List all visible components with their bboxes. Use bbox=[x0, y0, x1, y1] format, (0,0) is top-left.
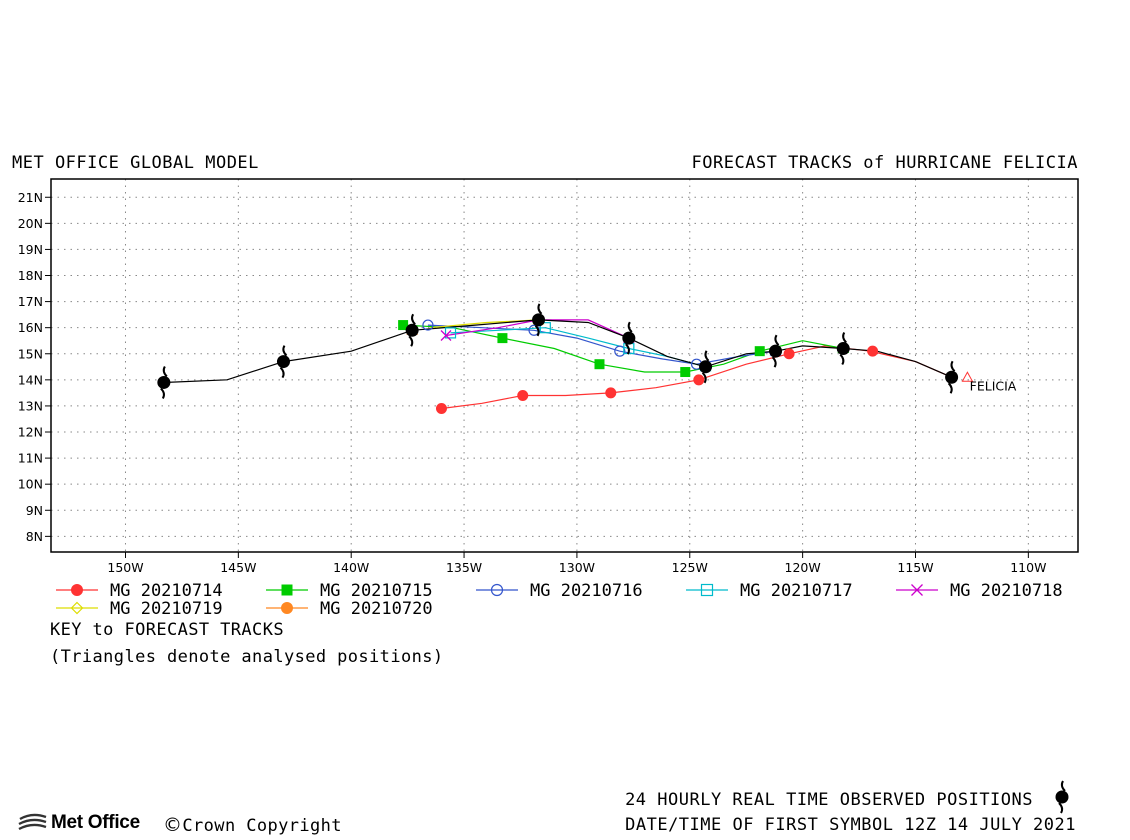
x-tick-label: 150W bbox=[107, 560, 143, 575]
analysed-position-triangle bbox=[961, 371, 974, 382]
copyright-symbol: © bbox=[163, 814, 183, 836]
first-symbol-datetime: DATE/TIME OF FIRST SYMBOL 12Z 14 JULY 20… bbox=[625, 815, 1076, 835]
legend-label: MG 20210714 bbox=[110, 581, 223, 601]
forecast-track-line bbox=[427, 324, 776, 365]
met-office-swoosh-icon bbox=[18, 813, 47, 831]
legend-label: MG 20210716 bbox=[530, 581, 643, 601]
forecast-position-marker bbox=[783, 348, 795, 360]
x-tick-label: 110W bbox=[1010, 560, 1046, 575]
observed-position-symbol bbox=[157, 365, 171, 399]
legend-label: MG 20210720 bbox=[320, 599, 433, 619]
y-tick-label: 15N bbox=[18, 346, 43, 361]
legend-label: MG 20210719 bbox=[110, 599, 223, 619]
x-tick-label: 120W bbox=[785, 560, 821, 575]
y-tick-label: 18N bbox=[18, 268, 43, 283]
observed-position-symbol bbox=[699, 350, 713, 384]
y-tick-label: 16N bbox=[18, 320, 43, 335]
logo-text: Met Office bbox=[51, 812, 140, 833]
legend-marker bbox=[490, 583, 504, 597]
forecast-position-marker bbox=[435, 403, 447, 415]
copyright-notice: ©Crown Copyright bbox=[163, 814, 342, 836]
observed-positions-note: 24 HOURLY REAL TIME OBSERVED POSITIONS bbox=[625, 790, 1033, 810]
observed-position-symbol bbox=[405, 313, 419, 347]
y-tick-label: 20N bbox=[18, 216, 43, 231]
legend-marker bbox=[71, 584, 83, 596]
forecast-position-marker bbox=[605, 387, 617, 399]
storm-name-label: FELICIA bbox=[970, 378, 1017, 393]
forecast-position-marker bbox=[614, 345, 626, 357]
met-office-logo: Met Office bbox=[18, 812, 140, 834]
x-tick-label: 125W bbox=[672, 560, 708, 575]
legend-label: MG 20210717 bbox=[740, 581, 853, 601]
observed-position-symbol bbox=[532, 303, 546, 337]
plot-frame bbox=[50, 178, 1079, 553]
observed-position-symbol bbox=[622, 321, 636, 355]
key-title: KEY to FORECAST TRACKS bbox=[50, 620, 284, 640]
observed-track-line bbox=[163, 319, 952, 384]
forecast-position-marker bbox=[517, 389, 529, 401]
observed-position-symbol bbox=[945, 360, 959, 394]
y-tick-label: 13N bbox=[18, 398, 43, 413]
y-tick-label: 21N bbox=[18, 190, 43, 205]
key-note: (Triangles denote analysed positions) bbox=[50, 647, 444, 667]
observed-position-symbol bbox=[276, 345, 290, 379]
axis-layer: 150W 145W 140W 135W 130W 125W 120W 115W 110W 8N 9N… bbox=[18, 190, 1047, 575]
x-tick-label: 130W bbox=[559, 560, 595, 575]
forecast-position-marker bbox=[444, 327, 457, 339]
x-tick-label: 140W bbox=[333, 560, 369, 575]
forecast-position-marker bbox=[867, 345, 879, 357]
legend-label: MG 20210715 bbox=[320, 581, 433, 601]
y-tick-label: 19N bbox=[18, 242, 43, 257]
x-tick-label: 145W bbox=[220, 560, 256, 575]
legend-marker bbox=[70, 601, 84, 615]
hurricane-symbol-icon bbox=[1055, 780, 1069, 814]
y-tick-label: 10N bbox=[18, 477, 43, 492]
legend-label: MG 20210718 bbox=[950, 581, 1063, 601]
chart-title: FORECAST TRACKS of HURRICANE FELICIA bbox=[691, 153, 1078, 173]
legend-marker bbox=[281, 584, 293, 596]
forecast-position-marker bbox=[693, 374, 705, 386]
y-tick-label: 12N bbox=[18, 425, 43, 440]
forecast-position-marker bbox=[539, 322, 551, 334]
forecast-position-marker bbox=[398, 320, 409, 331]
y-tick-label: 11N bbox=[18, 451, 43, 466]
forecast-position-marker bbox=[594, 359, 605, 370]
grid-layer bbox=[51, 179, 1078, 552]
forecast-position-marker bbox=[754, 346, 765, 357]
observed-position-symbol bbox=[836, 332, 850, 366]
y-tick-label: 17N bbox=[18, 294, 43, 309]
forecast-position-marker bbox=[680, 367, 691, 378]
x-tick-label: 115W bbox=[897, 560, 933, 575]
y-tick-label: 14N bbox=[18, 372, 43, 387]
model-title: MET OFFICE GLOBAL MODEL bbox=[12, 153, 259, 173]
storm-layer: FELICIA bbox=[157, 303, 1017, 399]
forecast-position-marker bbox=[440, 330, 452, 341]
y-tick-label: 8N bbox=[26, 529, 43, 544]
hurricane-symbol-mark bbox=[1055, 780, 1069, 814]
forecast-track-line bbox=[450, 327, 706, 368]
y-tick-label: 9N bbox=[26, 503, 43, 518]
legend-marker bbox=[281, 602, 293, 614]
copyright-text: Crown Copyright bbox=[182, 816, 342, 836]
forecast-position-marker bbox=[497, 333, 508, 344]
legend-marker bbox=[700, 583, 714, 597]
x-tick-label: 135W bbox=[446, 560, 482, 575]
legend-marker bbox=[911, 584, 923, 596]
legend: MG 20210714 MG 20210715 MG 20210716 MG 2021… bbox=[56, 581, 1063, 619]
marker-layer bbox=[398, 313, 974, 415]
observed-position-symbol bbox=[769, 334, 783, 368]
forecast-position-marker bbox=[422, 319, 434, 331]
